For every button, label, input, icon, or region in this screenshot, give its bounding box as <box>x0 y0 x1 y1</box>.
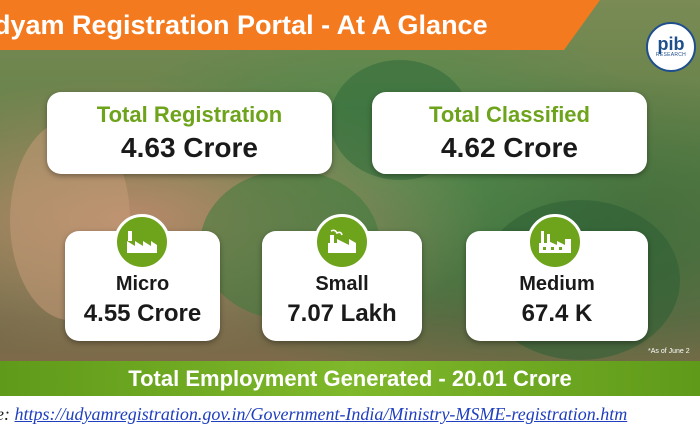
small-card: Small 7.07 Lakh <box>262 231 422 341</box>
card-label: Small <box>315 273 369 295</box>
card-value: 7.07 Lakh <box>287 300 397 327</box>
card-label: Total Classified <box>429 102 590 127</box>
card-value: 67.4 K <box>521 300 593 327</box>
small-factory-icon <box>314 214 370 270</box>
factory-icon <box>114 214 170 270</box>
employment-text: Total Employment Generated - 20.01 Crore <box>128 365 572 391</box>
infographic-image: dyam Registration Portal - At A Glance p… <box>0 0 700 396</box>
card-value: 4.55 Crore <box>83 300 202 327</box>
card-value: 4.62 Crore <box>441 132 578 163</box>
card-value: 4.63 Crore <box>121 132 258 163</box>
large-factory-icon <box>527 214 583 270</box>
source-link[interactable]: https://udyamregistration.gov.in/Governm… <box>14 404 628 424</box>
pib-logo: pib RESEARCH <box>646 22 696 72</box>
infographic-title: dyam Registration Portal - At A Glance <box>0 9 488 40</box>
source-prefix: ce: <box>0 404 10 424</box>
logo-text: pib <box>657 34 685 54</box>
employment-banner: Total Employment Generated - 20.01 Crore <box>0 361 700 396</box>
total-registration-card: Total Registration 4.63 Crore <box>47 92 332 174</box>
title-banner: dyam Registration Portal - At A Glance <box>0 0 600 50</box>
card-label: Total Registration <box>96 102 283 127</box>
source-caption: ce: https://udyamregistration.gov.in/Gov… <box>0 404 700 434</box>
card-label: Micro <box>115 273 170 295</box>
as-of-note: *As of June 2 <box>648 348 690 355</box>
total-classified-card: Total Classified 4.62 Crore <box>372 92 647 174</box>
card-label: Medium <box>519 273 595 295</box>
logo-subtext: RESEARCH <box>655 52 687 58</box>
